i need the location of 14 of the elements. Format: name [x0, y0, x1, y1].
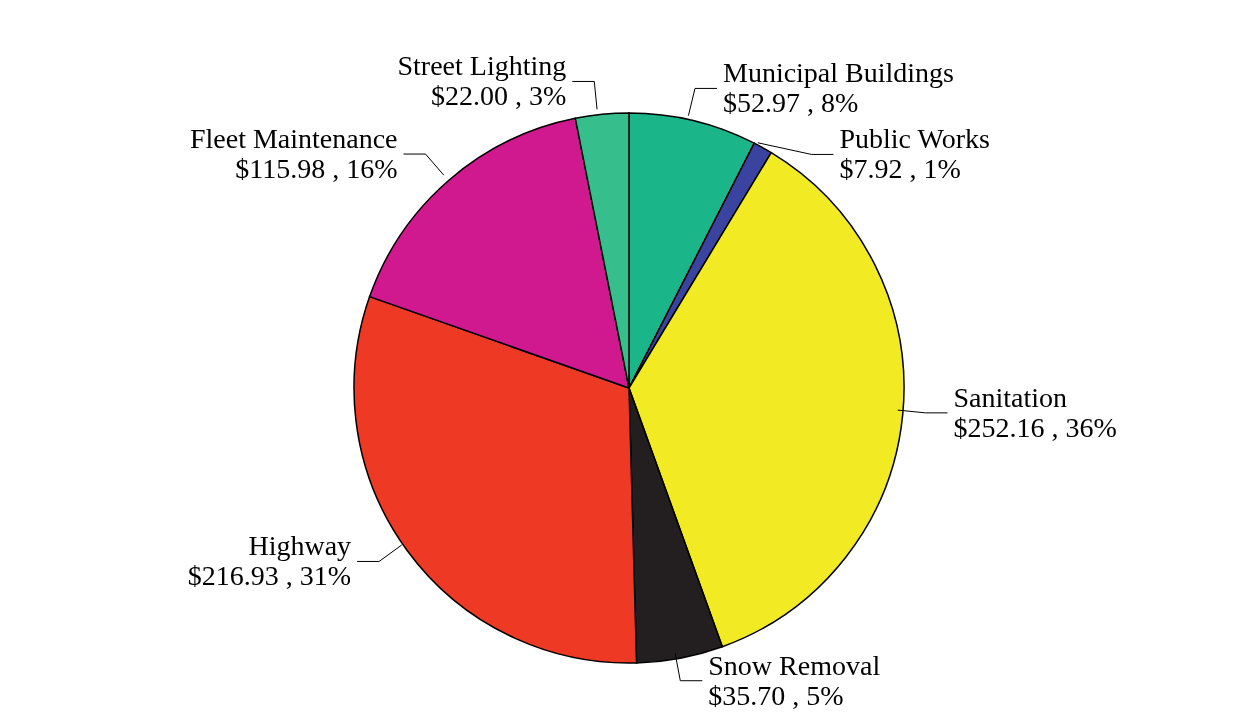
data-label: $52.97 , 8% [722, 87, 859, 119]
data-label: $7.92 , 1% [839, 153, 961, 185]
slice-label: Public Works [839, 123, 990, 155]
slice-label: Municipal Buildings [722, 57, 954, 89]
data-label: $216.93 , 31% [187, 560, 352, 592]
data-label: $252.16 , 36% [953, 411, 1117, 443]
data-label: $115.98 , 16% [235, 153, 398, 185]
slice-label: Street Lighting [397, 50, 567, 82]
slice-label: Highway [248, 530, 352, 562]
data-label: $22.00 , 3% [430, 80, 567, 112]
data-label: $35.70 , 5% [708, 679, 844, 711]
slice-label: Sanitation [953, 381, 1068, 413]
slice-label: Snow Removal [708, 649, 881, 681]
slice-label: Fleet Maintenance [189, 123, 398, 155]
